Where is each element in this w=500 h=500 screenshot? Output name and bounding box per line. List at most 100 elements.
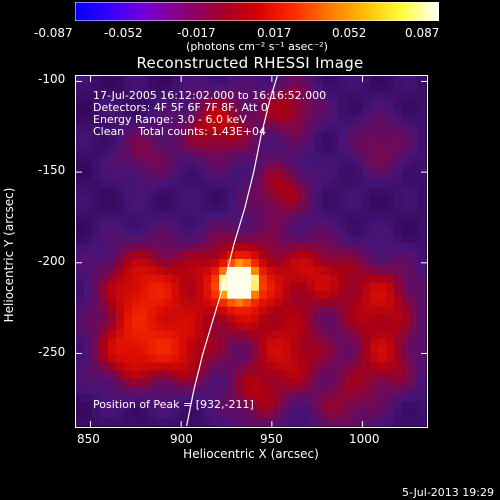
heatmap-cell	[258, 195, 268, 204]
heatmap-cell	[258, 386, 268, 395]
heatmap-cell	[386, 227, 395, 236]
heatmap-cell	[155, 266, 165, 276]
heatmap-cell	[147, 362, 157, 371]
heatmap-cell	[306, 306, 316, 316]
heatmap-cell	[107, 282, 117, 292]
heatmap-cell	[402, 354, 411, 363]
heatmap-cell	[306, 131, 316, 141]
heatmap-cell	[322, 155, 332, 165]
heatmap-cell	[179, 139, 188, 149]
heatmap-cell	[251, 346, 260, 355]
heatmap-cell	[314, 251, 324, 260]
heatmap-cell	[394, 378, 403, 387]
heatmap-cell	[155, 227, 165, 236]
heatmap-cell	[83, 354, 93, 363]
heatmap-cell	[362, 115, 371, 125]
heatmap-cell	[266, 362, 276, 371]
heatmap-cell	[418, 179, 427, 188]
heatmap-cell	[274, 155, 284, 165]
heatmap-cell	[314, 410, 324, 419]
heatmap-cell	[394, 386, 403, 395]
heatmap-cell	[139, 251, 149, 260]
heatmap-cell	[370, 163, 379, 173]
heatmap-cell	[362, 179, 371, 188]
heatmap-cell	[402, 266, 411, 276]
heatmap-cell	[386, 386, 395, 395]
heatmap-cell	[219, 147, 228, 157]
heatmap-cell	[179, 227, 188, 236]
heatmap-cell	[99, 306, 109, 316]
heatmap-cell	[195, 107, 204, 117]
heatmap-cell	[211, 266, 220, 276]
heatmap-cell	[274, 282, 284, 292]
heatmap-cell	[251, 386, 260, 395]
heatmap-cell	[243, 171, 252, 180]
heatmap-cell	[235, 402, 244, 411]
heatmap-cell	[131, 306, 141, 316]
heatmap-cell	[402, 99, 411, 109]
heatmap-cell	[179, 243, 188, 252]
heatmap-cell	[354, 99, 363, 109]
heatmap-cell	[338, 362, 348, 371]
heatmap-cell	[99, 274, 109, 284]
heatmap-cell	[386, 274, 395, 284]
heatmap-cell	[306, 274, 316, 284]
heatmap-cell	[243, 227, 252, 236]
heatmap-cell	[410, 338, 419, 348]
heatmap-cell	[179, 370, 188, 379]
heatmap-cell	[211, 107, 220, 117]
heatmap-cell	[219, 258, 228, 268]
heatmap-cell	[155, 139, 165, 149]
heatmap-cell	[418, 394, 427, 403]
heatmap-cell	[147, 171, 157, 180]
heatmap-cell	[266, 115, 276, 125]
heatmap-cell	[306, 330, 316, 340]
heatmap-cell	[139, 219, 149, 228]
heatmap-cell	[243, 362, 252, 371]
heatmap-cell	[195, 235, 204, 244]
heatmap-cell	[354, 195, 363, 204]
heatmap-cell	[171, 115, 180, 125]
heatmap-cell	[258, 211, 268, 220]
heatmap-cell	[203, 147, 212, 157]
heatmap-cell	[187, 107, 196, 117]
heatmap-cell	[107, 211, 117, 220]
heatmap-cell	[322, 306, 332, 316]
heatmap-cell	[314, 195, 324, 204]
heatmap-cell	[91, 386, 101, 395]
heatmap-cell	[258, 338, 268, 348]
heatmap-cell	[378, 258, 387, 268]
heatmap-cell	[290, 362, 300, 371]
heatmap-cell	[131, 163, 141, 173]
heatmap-cell	[410, 203, 419, 212]
heatmap-cell	[211, 171, 220, 180]
heatmap-cell	[187, 163, 196, 173]
heatmap-cell	[179, 179, 188, 188]
heatmap-cell	[91, 282, 101, 292]
heatmap-cell	[274, 147, 284, 157]
heatmap-cell	[179, 147, 188, 157]
y-tick-label: -100	[38, 72, 66, 86]
heatmap-cell	[219, 99, 228, 109]
heatmap-cell	[290, 282, 300, 292]
heatmap-cell	[235, 227, 244, 236]
heatmap-cell	[362, 338, 371, 348]
heatmap-cell	[227, 195, 236, 204]
heatmap-cell	[402, 386, 411, 395]
heatmap-cell	[266, 346, 276, 355]
heatmap-cell	[155, 402, 165, 411]
heatmap-cell	[258, 155, 268, 165]
heatmap-cell	[370, 211, 379, 220]
heatmap-cell	[258, 76, 268, 85]
heatmap-cell	[163, 298, 173, 308]
heatmap-cell	[163, 362, 173, 371]
heatmap-cell	[171, 282, 180, 292]
heatmap-cell	[195, 83, 204, 93]
heatmap-cell	[123, 115, 133, 125]
heatmap-cell	[314, 370, 324, 379]
heatmap-cell	[394, 91, 403, 101]
heatmap-cell	[338, 274, 348, 284]
heatmap-cell	[402, 402, 411, 411]
heatmap-cell	[354, 91, 363, 101]
heatmap-cell	[410, 139, 419, 149]
